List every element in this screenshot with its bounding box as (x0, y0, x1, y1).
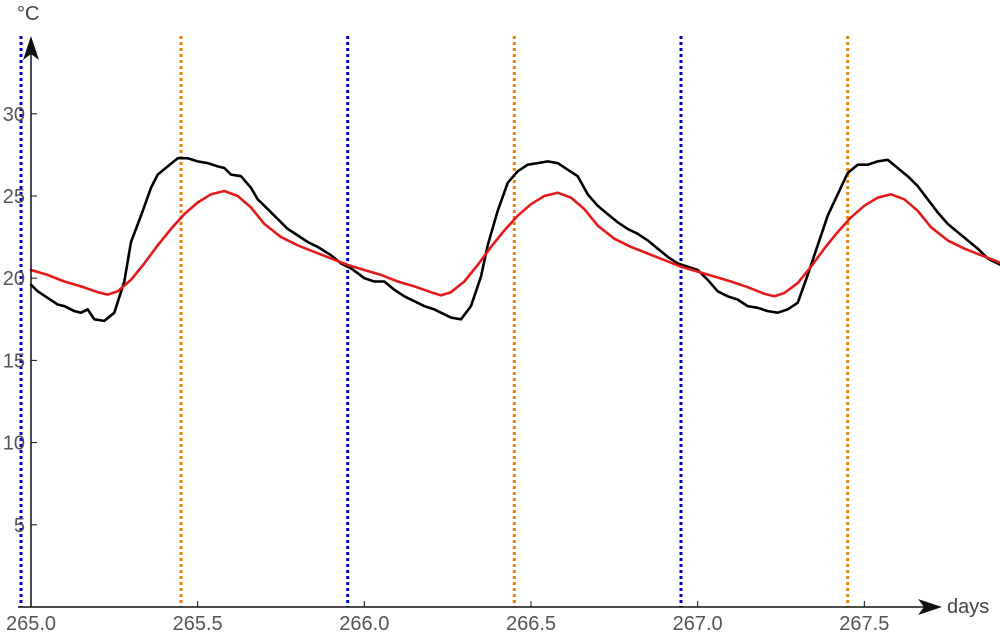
x-tick-label: 266.5 (506, 613, 556, 635)
series-group (29, 156, 1000, 323)
series-line-1 (29, 189, 1000, 298)
y-axis-label: °C (17, 3, 39, 25)
y-tick-label: 25 (3, 186, 25, 208)
x-ticks: 265.0 265.5 266.0 266.5 267.0 267.5 (6, 601, 889, 635)
reference-lines (19, 36, 850, 607)
y-tick-label: 30 (3, 104, 25, 126)
x-tick-label: 267.0 (673, 613, 723, 635)
axes (18, 36, 942, 615)
y-tick-label: 10 (3, 433, 25, 455)
series-line-0 (29, 156, 1000, 323)
y-tick-label: 15 (3, 350, 25, 372)
x-tick-label: 267.5 (839, 613, 889, 635)
x-axis-label: days (947, 596, 989, 618)
x-tick-label: 265.0 (6, 613, 56, 635)
x-tick-label: 265.5 (173, 613, 223, 635)
x-axis-arrow (918, 599, 942, 615)
y-tick-label: 5 (14, 515, 25, 537)
x-tick-label: 266.0 (339, 613, 389, 635)
y-axis-arrow (23, 36, 39, 60)
y-tick-label: 20 (3, 268, 25, 290)
y-ticks: 5 10 15 20 25 30 (3, 104, 37, 537)
